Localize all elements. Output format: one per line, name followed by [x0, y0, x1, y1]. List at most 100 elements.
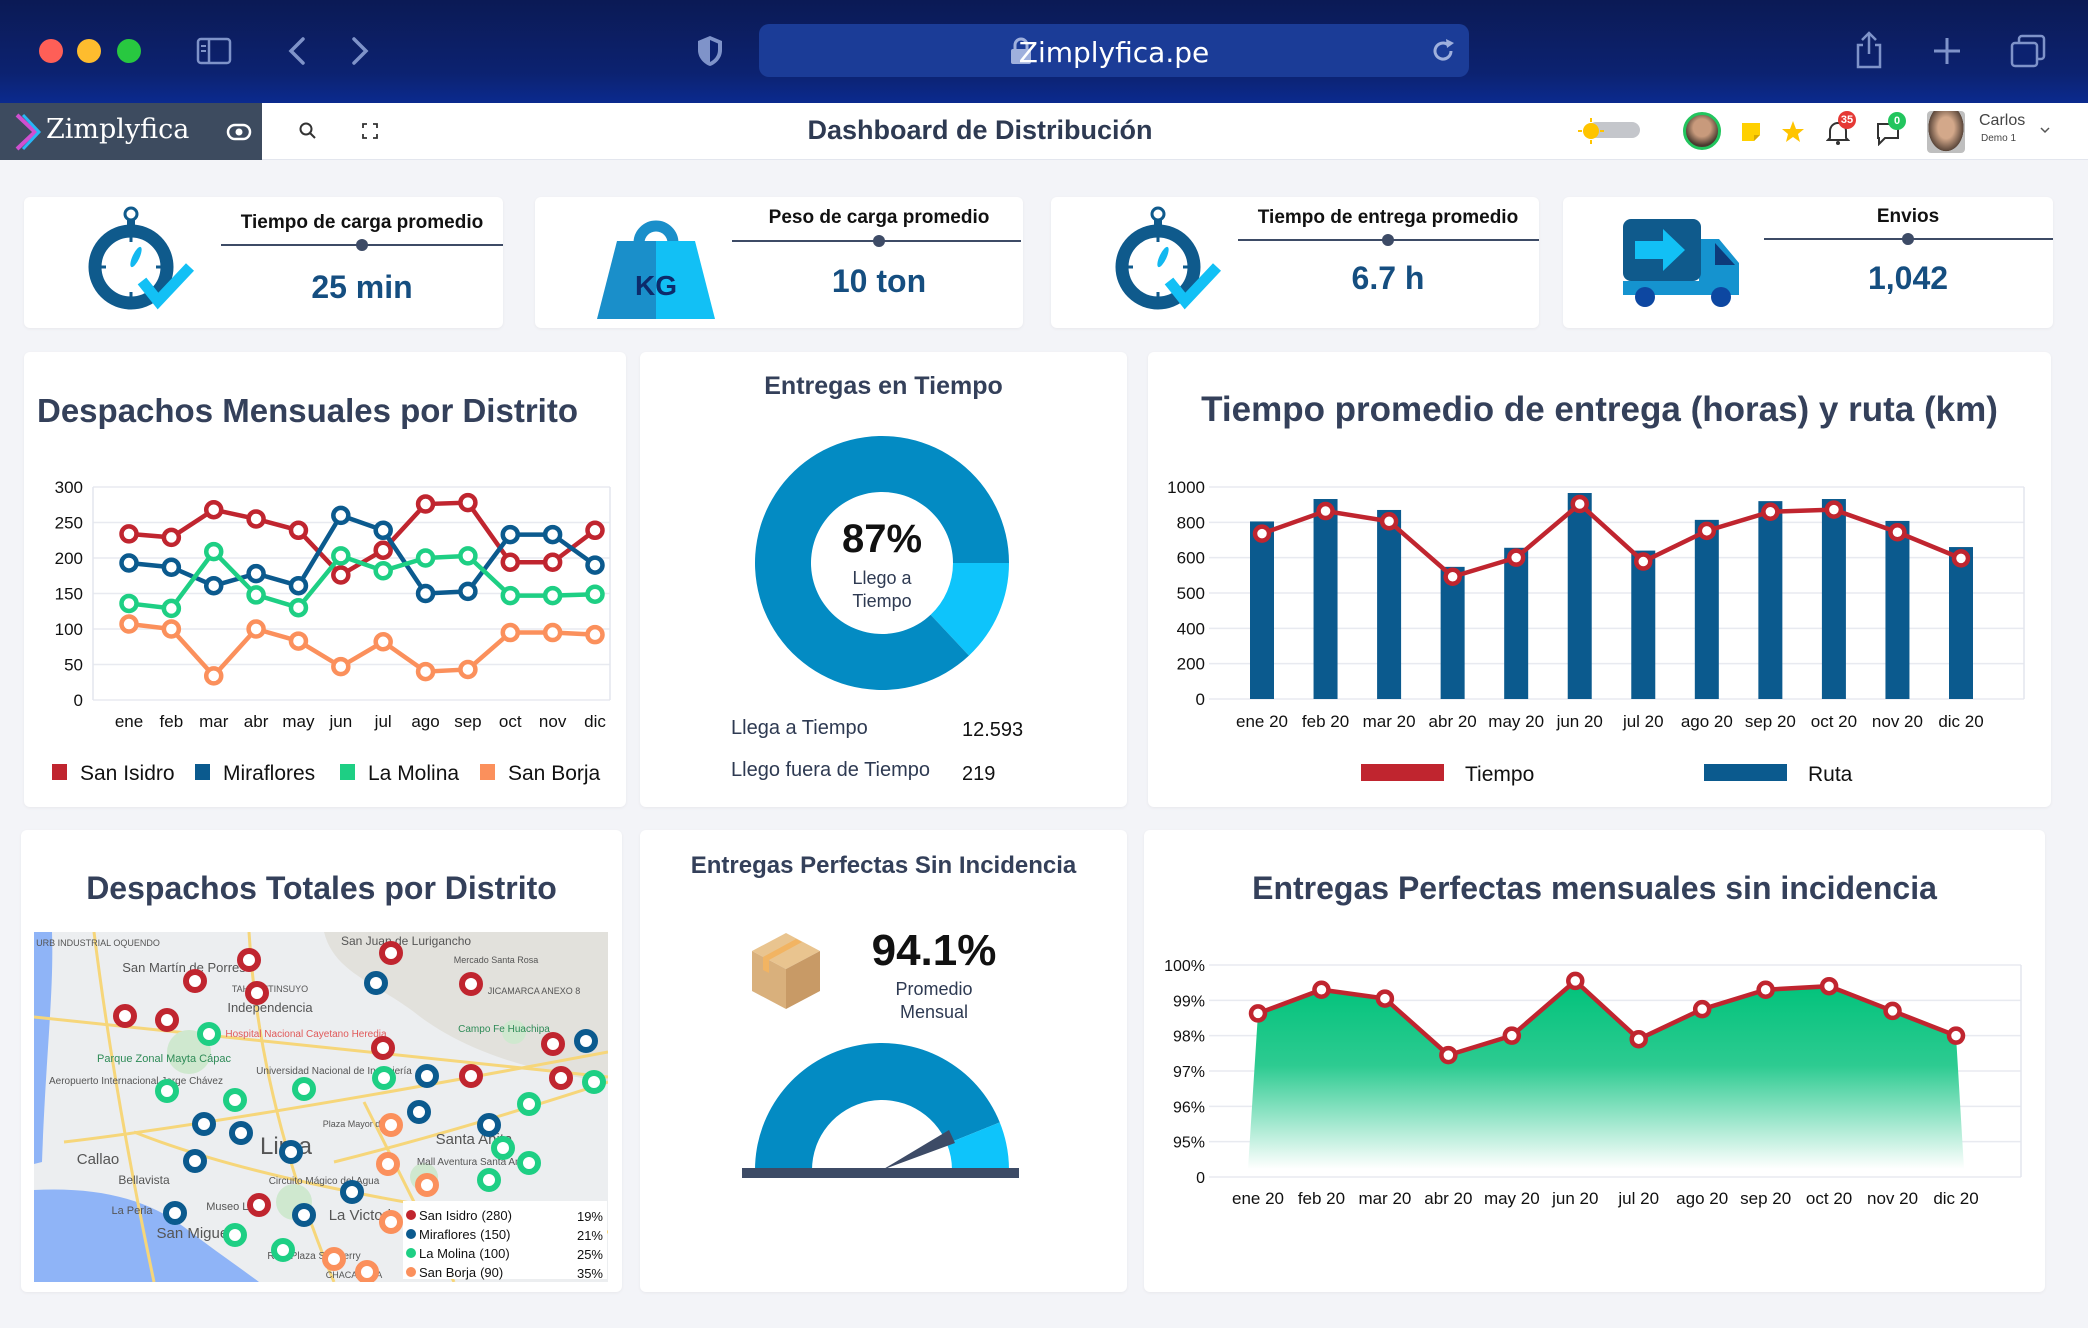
area-chart: 0 95% 96% 97% 98% 99% 100% ene 20 feb 20 mar 20 ab…: [1164, 958, 2022, 1208]
data-point: [373, 632, 393, 652]
map-marker-san-borja: [379, 1210, 403, 1234]
chevron-down-icon[interactable]: [2040, 127, 2050, 135]
forward-icon[interactable]: [348, 36, 372, 66]
bar-ruta: [1440, 566, 1465, 699]
legend-label: San Isidro: [80, 762, 175, 785]
y-tick-label: 500: [1177, 584, 1205, 603]
x-tick-label: dic: [584, 712, 606, 731]
data-point: [1248, 1004, 1268, 1023]
delivery-truck-icon: [1623, 219, 1739, 307]
kg-weight-icon: KG: [597, 220, 715, 319]
map-place-label: Campo Fe Huachipa: [458, 1024, 550, 1035]
new-tab-icon[interactable]: [1932, 36, 1962, 66]
x-tick-label: sep: [454, 712, 481, 731]
map-place-label: Plaza Mayor de: [323, 1119, 386, 1129]
map-marker-san-borja: [355, 1260, 379, 1282]
package-tape: [763, 939, 802, 960]
data-point: [246, 563, 266, 584]
legend-dot: [406, 1248, 416, 1258]
x-tick-label: jul 20: [1617, 1189, 1659, 1208]
map-marker-san-isidro: [541, 1032, 565, 1056]
data-point: [1946, 1026, 1966, 1045]
legend-dot: [406, 1267, 416, 1277]
legend-count: (100): [479, 1246, 509, 1261]
map-place-label: JICAMARCA ANEXO 8: [488, 986, 581, 996]
bar-ruta: [1631, 550, 1656, 699]
series-line: [1257, 977, 1957, 1058]
data-point: [458, 492, 478, 513]
legend-percent: 25%: [577, 1247, 603, 1262]
back-icon[interactable]: [285, 36, 309, 66]
x-tick-label: mar 20: [1358, 1189, 1411, 1208]
x-tick-label: may 20: [1484, 1189, 1540, 1208]
team-avatar[interactable]: [1683, 112, 1721, 150]
line-chart: 0 50 100 150 200 250 300 ene feb mar abr may jun jul a…: [52, 478, 611, 785]
user-avatar[interactable]: [1927, 111, 1965, 153]
data-point: [1634, 552, 1653, 571]
tabs-icon[interactable]: [2010, 34, 2046, 68]
close-window-button[interactable]: [39, 39, 63, 63]
data-point: [119, 593, 139, 614]
legend-value: 219: [962, 763, 995, 785]
x-tick-label: jun 20: [1551, 1189, 1598, 1208]
kpi-divider-dot: [356, 239, 368, 251]
data-point: [1888, 522, 1907, 542]
legend-label: San Borja: [508, 762, 601, 785]
fullscreen-icon[interactable]: [362, 123, 378, 139]
x-tick-label: abr 20: [1429, 712, 1477, 731]
y-tick-label: 800: [1177, 513, 1205, 532]
map-marker-miraflores: [229, 1121, 253, 1145]
maximize-window-button[interactable]: [117, 39, 141, 63]
district-map[interactable]: URB INDUSTRIAL OQUENDO San Martín de Porr…: [34, 932, 608, 1282]
bar-ruta: [1567, 493, 1592, 699]
map-place-label: Hospital Nacional Cayetano Heredia: [225, 1029, 387, 1040]
legend-swatch: [480, 764, 495, 780]
data-point: [1692, 999, 1712, 1019]
minimize-window-button[interactable]: [77, 39, 101, 63]
note-icon[interactable]: [1741, 122, 1761, 142]
data-point: [119, 614, 139, 634]
map-marker-la-molina: [197, 1022, 221, 1046]
logo-block[interactable]: Zimplyfica: [0, 103, 262, 160]
map-marker-miraflores: [407, 1100, 431, 1124]
donut-center-label: Llego a: [852, 568, 912, 588]
gauge-arc-highlight: [946, 1122, 1009, 1170]
x-tick-label: ago 20: [1681, 712, 1733, 731]
y-tick-label: 150: [55, 585, 83, 604]
y-tick-label: 100%: [1164, 958, 1205, 975]
eye-toggle-icon[interactable]: [226, 122, 252, 142]
data-point: [542, 552, 563, 573]
map-marker-san-isidro: [183, 969, 207, 993]
kpi-title: Envios: [1876, 206, 1940, 227]
user-name[interactable]: Carlos: [1979, 112, 2026, 129]
data-point: [1761, 502, 1780, 521]
data-point: [331, 546, 351, 566]
x-tick-label: ene 20: [1236, 712, 1288, 731]
reload-icon[interactable]: [1429, 37, 1457, 65]
bar-ruta: [1694, 519, 1719, 699]
sidebar-icon[interactable]: [196, 37, 232, 65]
x-tick-label: dic 20: [1933, 1189, 1978, 1208]
x-tick-label: abr: [244, 712, 269, 731]
search-icon[interactable]: [298, 121, 318, 141]
message-badge: 0: [1888, 112, 1906, 130]
x-tick-label: ene 20: [1232, 1189, 1284, 1208]
map-marker-miraflores: [183, 1149, 207, 1173]
star-icon[interactable]: [1781, 120, 1805, 144]
data-point: [246, 509, 266, 529]
data-point: [203, 666, 224, 686]
url-text: Zimplyfica.pe: [1018, 36, 1210, 69]
address-bar[interactable]: Zimplyfica.pe: [759, 24, 1469, 77]
share-icon[interactable]: [1854, 30, 1884, 70]
shield-icon[interactable]: [696, 34, 724, 68]
x-tick-label: oct 20: [1806, 1189, 1852, 1208]
theme-toggle[interactable]: [1578, 118, 1640, 144]
data-point: [585, 584, 605, 604]
y-tick-label: 50: [64, 656, 83, 675]
legend-label: Llega a Tiempo: [731, 717, 868, 739]
donut-slice-fuera-de-tiempo: [930, 563, 1009, 656]
map-marker-miraflores: [477, 1113, 501, 1137]
gauge-arc: [755, 1043, 1000, 1170]
y-tick-label: 0: [1196, 690, 1205, 709]
